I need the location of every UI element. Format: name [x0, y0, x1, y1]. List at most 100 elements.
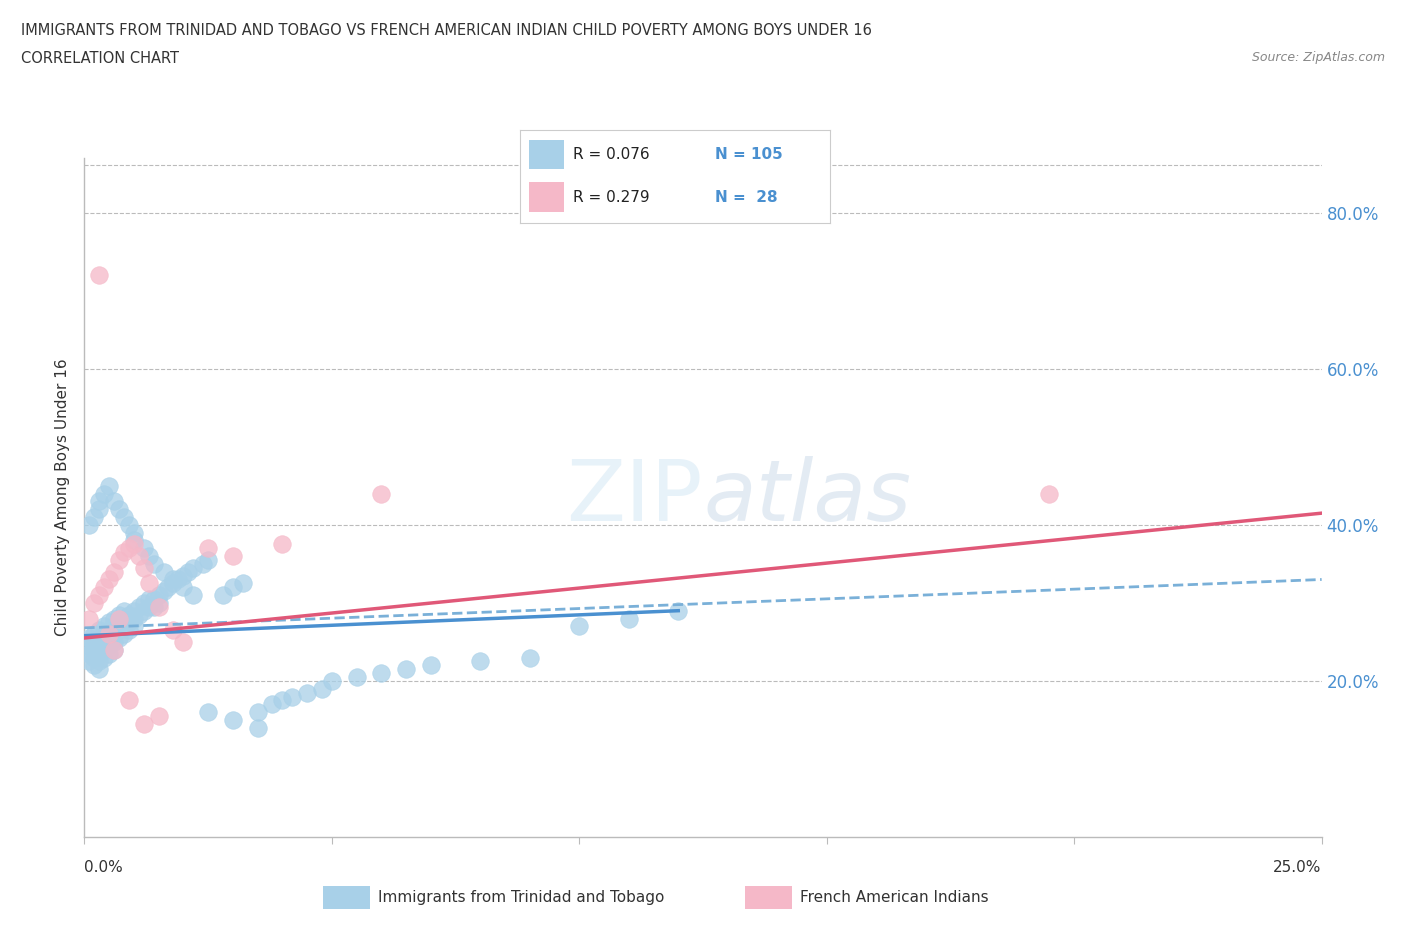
- Point: [346, 670, 368, 684]
- Point: [89, 494, 111, 509]
- Point: [112, 618, 135, 633]
- Point: [108, 631, 131, 645]
- Point: [79, 654, 101, 669]
- Point: [103, 643, 125, 658]
- Text: Source: ZipAtlas.com: Source: ZipAtlas.com: [1251, 51, 1385, 64]
- Point: [172, 568, 194, 583]
- Point: [142, 556, 165, 571]
- Point: [1038, 486, 1060, 501]
- Point: [148, 595, 170, 610]
- Point: [419, 658, 441, 672]
- Point: [108, 607, 131, 622]
- Point: [122, 611, 145, 626]
- Point: [89, 631, 111, 645]
- Point: [138, 599, 160, 614]
- Point: [128, 607, 150, 622]
- Point: [108, 615, 131, 630]
- Point: [568, 618, 591, 633]
- Point: [112, 510, 135, 525]
- Point: [98, 572, 121, 587]
- Point: [89, 268, 111, 283]
- Point: [83, 634, 105, 649]
- Point: [103, 565, 125, 579]
- Point: [246, 721, 269, 736]
- Point: [519, 650, 541, 665]
- Point: [93, 650, 115, 665]
- Point: [281, 689, 304, 704]
- Text: 25.0%: 25.0%: [1274, 860, 1322, 875]
- Bar: [323, 885, 370, 910]
- Point: [148, 709, 170, 724]
- Point: [138, 591, 160, 606]
- Point: [181, 561, 204, 576]
- Point: [177, 565, 200, 579]
- Point: [152, 565, 174, 579]
- Point: [142, 599, 165, 614]
- Point: [197, 541, 219, 556]
- Point: [666, 604, 689, 618]
- Point: [122, 533, 145, 548]
- Point: [132, 716, 155, 731]
- Point: [222, 549, 245, 564]
- Point: [89, 588, 111, 603]
- Text: IMMIGRANTS FROM TRINIDAD AND TOBAGO VS FRENCH AMERICAN INDIAN CHILD POVERTY AMON: IMMIGRANTS FROM TRINIDAD AND TOBAGO VS F…: [21, 23, 872, 38]
- Point: [83, 650, 105, 665]
- Point: [103, 611, 125, 626]
- Point: [79, 631, 101, 645]
- Bar: [745, 885, 792, 910]
- Point: [172, 579, 194, 594]
- Point: [98, 615, 121, 630]
- Point: [89, 646, 111, 661]
- Point: [93, 634, 115, 649]
- Point: [132, 604, 155, 618]
- Point: [89, 502, 111, 517]
- Point: [79, 646, 101, 661]
- Point: [93, 627, 115, 642]
- Point: [103, 643, 125, 658]
- Text: French American Indians: French American Indians: [800, 890, 988, 905]
- Point: [167, 572, 190, 587]
- Point: [128, 549, 150, 564]
- Point: [295, 685, 318, 700]
- Point: [212, 588, 235, 603]
- Point: [93, 579, 115, 594]
- Text: N =  28: N = 28: [716, 190, 778, 205]
- Point: [128, 599, 150, 614]
- Point: [142, 591, 165, 606]
- Point: [89, 654, 111, 669]
- Point: [93, 618, 115, 633]
- Text: CORRELATION CHART: CORRELATION CHART: [21, 51, 179, 66]
- Point: [370, 486, 392, 501]
- Text: atlas: atlas: [703, 456, 911, 539]
- Point: [98, 478, 121, 493]
- Point: [617, 611, 640, 626]
- Point: [162, 572, 184, 587]
- Point: [118, 517, 141, 532]
- Point: [112, 604, 135, 618]
- Point: [162, 623, 184, 638]
- Point: [98, 631, 121, 645]
- Point: [83, 658, 105, 672]
- Point: [79, 611, 101, 626]
- Bar: [530, 140, 564, 169]
- Point: [197, 705, 219, 720]
- Point: [89, 662, 111, 677]
- Point: [246, 705, 269, 720]
- Point: [148, 588, 170, 603]
- Point: [98, 623, 121, 638]
- Point: [122, 537, 145, 551]
- Point: [98, 646, 121, 661]
- Point: [89, 623, 111, 638]
- Point: [222, 712, 245, 727]
- Point: [311, 682, 333, 697]
- Point: [132, 561, 155, 576]
- Point: [271, 537, 294, 551]
- Point: [148, 599, 170, 614]
- Point: [83, 638, 105, 653]
- Point: [138, 576, 160, 591]
- Point: [271, 693, 294, 708]
- Point: [197, 552, 219, 567]
- Point: [152, 584, 174, 599]
- Point: [103, 627, 125, 642]
- Text: ZIP: ZIP: [567, 456, 703, 539]
